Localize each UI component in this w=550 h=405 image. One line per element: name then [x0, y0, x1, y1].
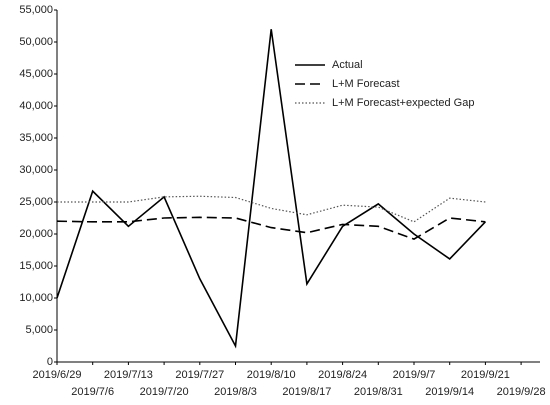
- y-tick-label: 0: [47, 356, 53, 368]
- x-tick-label: 2019/9/21: [461, 369, 510, 381]
- legend-label: Actual: [332, 59, 363, 71]
- x-tick-label: 2019/7/6: [71, 386, 114, 398]
- y-tick-label: 55,000: [19, 4, 53, 16]
- y-tick-label: 40,000: [19, 100, 53, 112]
- y-tick-label: 35,000: [19, 132, 53, 144]
- x-tick-label: 2019/8/24: [318, 369, 367, 381]
- x-tick-label: 2019/9/7: [393, 369, 436, 381]
- series-line: [56, 29, 486, 349]
- y-tick-label: 30,000: [19, 164, 53, 176]
- x-tick-label: 2019/8/17: [282, 386, 331, 398]
- x-tick-label: 2019/7/20: [140, 386, 189, 398]
- y-tick-label: 50,000: [19, 36, 53, 48]
- series-line: [56, 216, 486, 240]
- y-tick-label: 5,000: [25, 324, 53, 336]
- x-tick-label: 2019/8/10: [247, 369, 296, 381]
- x-tick-label: 2019/8/3: [214, 386, 257, 398]
- x-tick-label: 2019/9/28: [497, 386, 546, 398]
- y-tick-label: 10,000: [19, 292, 53, 304]
- legend-label: L+M Forecast+expected Gap: [332, 97, 474, 109]
- x-tick-label: 2019/7/13: [104, 369, 153, 381]
- x-tick-label: 2019/6/29: [33, 369, 82, 381]
- y-tick-label: 15,000: [19, 260, 53, 272]
- x-tick-label: 2019/8/31: [354, 386, 403, 398]
- legend-label: L+M Forecast: [332, 78, 400, 90]
- y-tick-label: 25,000: [19, 196, 53, 208]
- series-line: [57, 195, 486, 223]
- y-tick-label: 20,000: [19, 228, 53, 240]
- y-tick-label: 45,000: [19, 68, 53, 80]
- x-tick-label: 2019/9/14: [425, 386, 474, 398]
- x-tick-label: 2019/7/27: [175, 369, 224, 381]
